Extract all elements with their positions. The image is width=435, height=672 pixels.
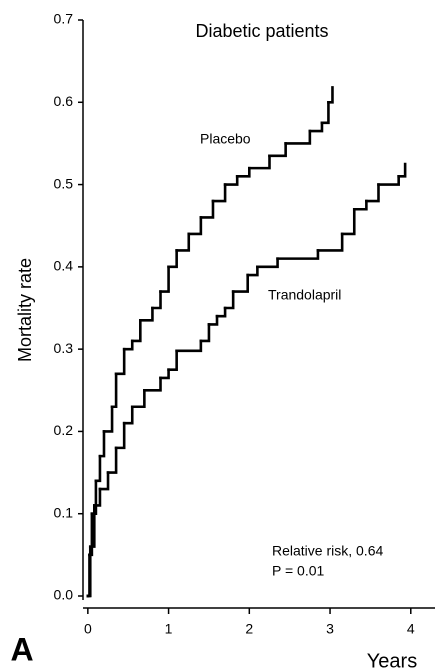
step-segment xyxy=(199,199,215,219)
step-segment xyxy=(139,306,154,322)
step-segment xyxy=(268,142,287,158)
step-segment xyxy=(246,265,259,277)
step-segment xyxy=(98,430,106,458)
step-segment xyxy=(94,454,102,483)
series-label: Placebo xyxy=(200,131,251,147)
step-segment xyxy=(130,319,142,343)
step-segment xyxy=(365,183,380,203)
step-segment xyxy=(106,446,118,474)
step-segment xyxy=(114,347,126,376)
step-segment xyxy=(340,207,356,236)
y-tick-label: 0.1 xyxy=(54,504,74,520)
step-segment xyxy=(175,339,203,353)
x-axis-label: Years xyxy=(367,650,417,672)
step-segment xyxy=(167,249,178,269)
y-tick-label: 0.0 xyxy=(54,587,74,603)
step-segment xyxy=(93,487,102,507)
step-segment xyxy=(284,129,312,145)
step-segment xyxy=(352,199,368,211)
series-label: Trandolapril xyxy=(268,287,341,303)
step-segment xyxy=(122,339,134,351)
step-segment xyxy=(320,100,330,125)
step-segment xyxy=(211,183,227,203)
step-segment xyxy=(187,216,203,236)
step-segment xyxy=(256,257,279,269)
y-tick-label: 0.7 xyxy=(54,11,74,27)
x-tick-label: 2 xyxy=(245,621,253,637)
annotation: P = 0.01 xyxy=(272,563,325,579)
step-segment xyxy=(159,368,170,380)
step-segment xyxy=(175,232,191,252)
step-segment xyxy=(327,86,334,104)
y-axis-label: Mortality rate xyxy=(15,258,35,362)
step-segment xyxy=(223,290,235,310)
step-segment xyxy=(223,175,239,186)
panel-label: A xyxy=(10,631,33,667)
step-segment xyxy=(114,421,126,450)
x-tick-label: 1 xyxy=(165,621,173,637)
x-tick-label: 4 xyxy=(407,621,415,637)
chart-title: Diabetic patients xyxy=(195,21,328,41)
step-segment xyxy=(308,121,324,133)
step-segment xyxy=(102,405,114,433)
step-segment xyxy=(88,504,96,548)
step-segment xyxy=(231,273,249,293)
x-tick-label: 3 xyxy=(326,621,334,637)
step-segment xyxy=(316,232,344,252)
step-segment xyxy=(397,162,407,178)
step-segment xyxy=(159,265,170,293)
step-segment xyxy=(122,405,134,425)
step-segment xyxy=(276,249,320,260)
step-segment xyxy=(143,376,162,392)
y-tick-label: 0.4 xyxy=(54,258,74,274)
step-segment xyxy=(377,175,400,186)
y-tick-label: 0.2 xyxy=(54,422,74,438)
step-segment xyxy=(199,323,211,343)
step-segment xyxy=(207,314,219,326)
step-segment xyxy=(130,388,146,409)
step-segment xyxy=(167,349,178,372)
annotation: Relative risk, 0.64 xyxy=(272,543,383,559)
y-tick-label: 0.5 xyxy=(54,175,74,191)
x-tick-label: 0 xyxy=(84,621,92,637)
step-segment xyxy=(248,154,271,170)
step-segment xyxy=(151,290,162,310)
step-segment xyxy=(235,166,251,178)
step-segment xyxy=(110,372,118,409)
step-segment xyxy=(98,471,110,491)
step-segment xyxy=(86,545,92,598)
step-segment xyxy=(215,306,227,318)
y-tick-label: 0.6 xyxy=(54,93,74,109)
y-tick-label: 0.3 xyxy=(54,340,74,356)
